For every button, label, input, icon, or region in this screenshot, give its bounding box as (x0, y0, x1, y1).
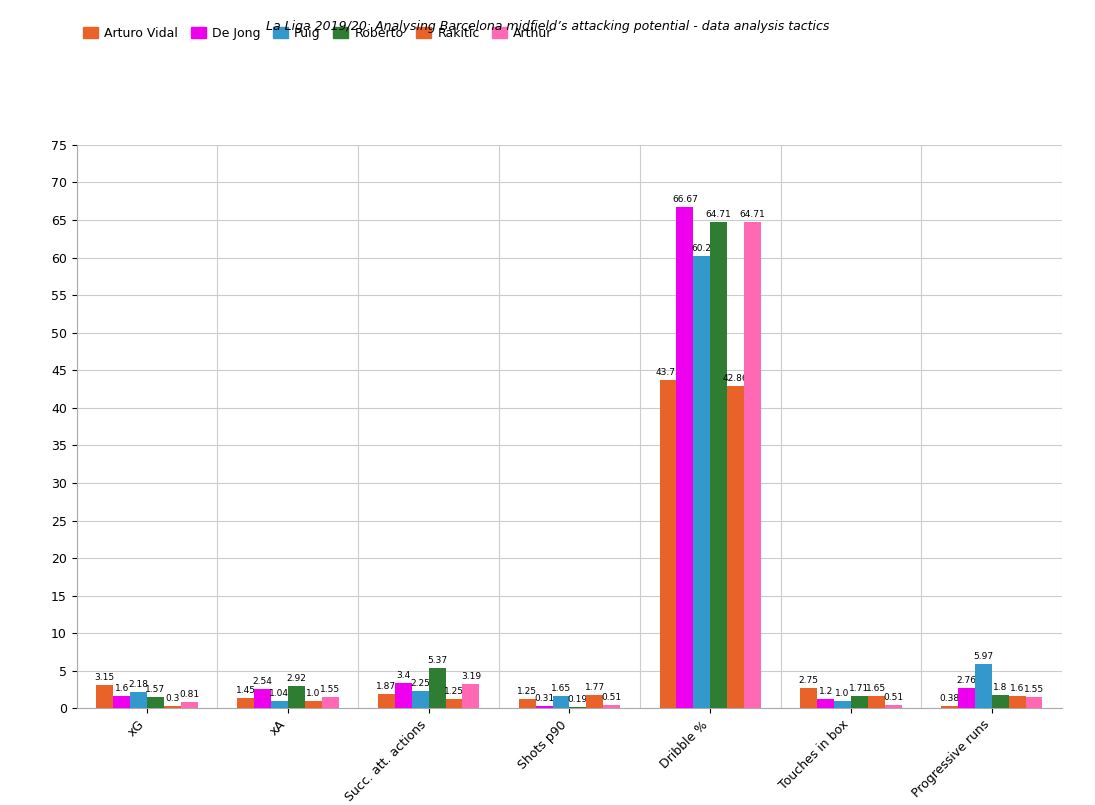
Text: 1.25: 1.25 (443, 687, 464, 696)
Text: 1.55: 1.55 (320, 685, 341, 694)
Bar (288, 687, 304, 708)
Text: 1.65: 1.65 (866, 684, 886, 693)
Text: 1.0: 1.0 (835, 689, 850, 698)
Text: La Liga 2019/20: Analysing Barcelona midfield’s attacking potential - data analy: La Liga 2019/20: Analysing Barcelona mid… (266, 20, 829, 33)
Bar (412, 691, 428, 708)
Text: 1.65: 1.65 (551, 684, 570, 693)
Text: 2.92: 2.92 (286, 675, 307, 683)
Text: 64.71: 64.71 (706, 210, 731, 219)
Bar (395, 683, 412, 708)
Text: 1.0: 1.0 (306, 689, 321, 698)
Bar (817, 700, 834, 708)
Bar (727, 386, 744, 708)
Text: 1.57: 1.57 (146, 684, 165, 694)
Bar (603, 704, 620, 708)
Text: 2.75: 2.75 (798, 675, 819, 685)
Text: 1.04: 1.04 (269, 688, 289, 698)
Bar (130, 692, 147, 708)
Text: 1.2: 1.2 (818, 687, 833, 696)
Bar (378, 695, 395, 708)
Text: 0.51: 0.51 (601, 692, 622, 702)
Legend: Arturo Vidal, De Jong, Puig, Roberto, Rakitic, Arthur: Arturo Vidal, De Jong, Puig, Roberto, Ra… (83, 27, 553, 40)
Bar (238, 697, 254, 708)
Bar (800, 687, 817, 708)
Bar (553, 696, 569, 708)
Text: 66.67: 66.67 (672, 196, 698, 204)
Bar (304, 701, 322, 708)
Bar (711, 222, 727, 708)
Text: 0.19: 0.19 (568, 695, 588, 704)
Bar (254, 689, 270, 708)
Bar (693, 256, 711, 708)
Bar (535, 706, 553, 708)
Text: 0.38: 0.38 (940, 694, 959, 703)
Text: 2.18: 2.18 (128, 680, 149, 689)
Text: 3.15: 3.15 (95, 673, 115, 682)
Text: 0.51: 0.51 (884, 692, 903, 702)
Bar (113, 696, 130, 708)
Bar (868, 696, 885, 708)
Text: 1.55: 1.55 (1024, 685, 1044, 694)
Bar (462, 684, 480, 708)
Text: 64.71: 64.71 (739, 210, 765, 219)
Bar (885, 704, 901, 708)
Bar (586, 695, 603, 708)
Bar (834, 701, 851, 708)
Bar (519, 699, 535, 708)
Text: 43.75: 43.75 (655, 368, 681, 377)
Bar (270, 700, 288, 708)
Bar (164, 706, 181, 708)
Text: 3.19: 3.19 (461, 672, 481, 681)
Bar (1026, 697, 1042, 708)
Text: 42.86: 42.86 (723, 374, 748, 383)
Bar (428, 668, 446, 708)
Text: 0.31: 0.31 (534, 694, 554, 703)
Bar (992, 695, 1008, 708)
Bar (1008, 696, 1026, 708)
Text: 2.25: 2.25 (411, 679, 430, 688)
Bar (677, 208, 693, 708)
Text: 1.71: 1.71 (850, 683, 869, 692)
Bar (569, 707, 586, 708)
Bar (322, 697, 338, 708)
Text: 2.76: 2.76 (956, 675, 977, 685)
Bar (941, 705, 958, 708)
Bar (147, 696, 164, 708)
Text: 1.77: 1.77 (585, 683, 604, 692)
Text: 2.54: 2.54 (253, 677, 273, 687)
Bar (659, 380, 677, 708)
Bar (181, 702, 198, 708)
Text: 1.6: 1.6 (115, 684, 129, 693)
Bar (958, 687, 975, 708)
Text: 60.2: 60.2 (692, 244, 712, 253)
Text: 0.3: 0.3 (165, 694, 180, 703)
Text: 1.45: 1.45 (235, 686, 255, 695)
Text: 0.81: 0.81 (180, 691, 199, 700)
Text: 5.97: 5.97 (973, 651, 993, 661)
Bar (744, 222, 761, 708)
Text: 1.8: 1.8 (993, 683, 1007, 691)
Text: 1.6: 1.6 (1010, 684, 1024, 693)
Bar (96, 685, 113, 708)
Bar (851, 696, 868, 708)
Text: 1.25: 1.25 (517, 687, 538, 696)
Bar (446, 699, 462, 708)
Text: 5.37: 5.37 (427, 656, 447, 665)
Text: 3.4: 3.4 (396, 671, 411, 680)
Bar (975, 663, 992, 708)
Text: 1.87: 1.87 (377, 683, 396, 691)
